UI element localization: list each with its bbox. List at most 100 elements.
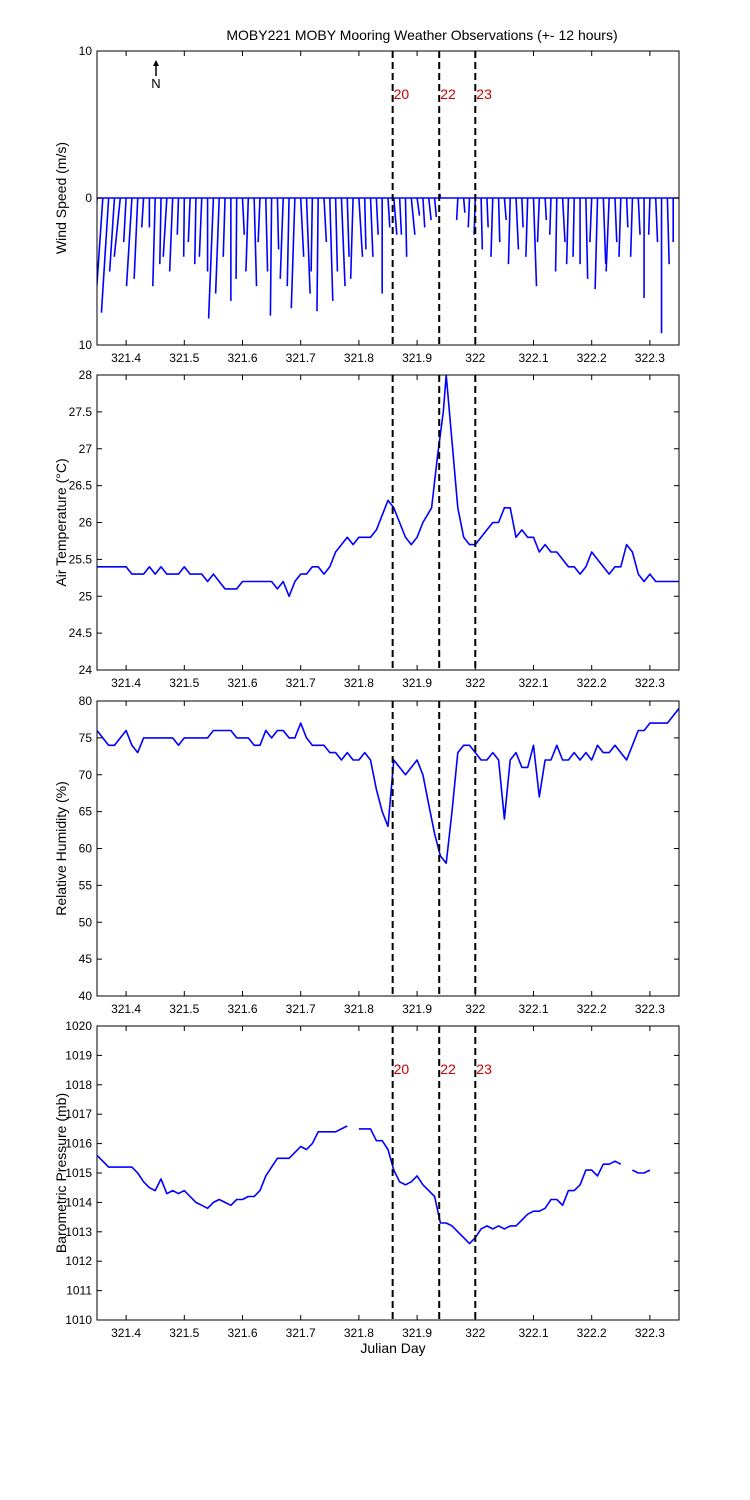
x-tick-label: 321.9 (402, 351, 432, 365)
x-tick-label: 321.5 (169, 1002, 199, 1016)
x-tick-label: 322.1 (518, 1326, 548, 1340)
y-tick-label: 80 (79, 694, 93, 708)
wind-stick (369, 197, 374, 257)
wind-stick (214, 197, 221, 294)
series-line (97, 707, 679, 865)
x-tick-label: 321.6 (227, 351, 257, 365)
wind-stick (168, 197, 174, 272)
y-tick-label: 1014 (65, 1195, 92, 1209)
wind-stick (404, 197, 408, 257)
y-tick-label: 27 (79, 442, 93, 456)
x-tick-label: 322 (465, 351, 485, 365)
wind-stick (433, 197, 438, 218)
x-tick-label: 321.6 (227, 676, 257, 690)
x-tick-label: 322.2 (577, 1002, 607, 1016)
wind-stick (614, 197, 618, 243)
wind-stick (605, 197, 610, 272)
wind-stick (654, 197, 659, 243)
event-marker-label: 20 (394, 86, 410, 102)
wind-stick (422, 197, 426, 228)
wind-stick (176, 197, 180, 235)
x-tick-label: 322 (465, 676, 485, 690)
north-arrowhead-icon (153, 60, 159, 66)
wind-stick (594, 197, 599, 290)
y-tick-label: 1019 (65, 1048, 92, 1062)
y-tick-label: 40 (79, 989, 93, 1003)
x-tick-label: 322.3 (635, 1002, 665, 1016)
x-tick-label: 322.3 (635, 351, 665, 365)
wind-stick (480, 197, 484, 250)
y-tick-label: 27.5 (69, 405, 93, 419)
wind-stick (625, 197, 629, 228)
wind-stick (140, 197, 145, 228)
relative-humidity-panel: 40 45 50 55 60 65 70 75 80 321.4 321.5 321.6 321.7 32… (53, 694, 680, 1016)
north-label: N (151, 76, 160, 91)
y-tick-label: 1016 (65, 1137, 92, 1151)
x-tick-label: 321.7 (286, 676, 316, 690)
x-tick-label: 321.4 (111, 676, 141, 690)
y-tick-label: 0 (85, 191, 92, 205)
y-tick-label: 55 (79, 878, 93, 892)
wind-stick (455, 197, 459, 221)
y-tick-label: 1010 (65, 1313, 92, 1327)
wind-stick (193, 197, 197, 265)
wind-stick (565, 197, 570, 265)
wind-stick (398, 197, 403, 235)
wind-stick (554, 197, 558, 272)
wind-stick (310, 197, 314, 272)
y-axis-label: Relative Humidity (%) (53, 781, 69, 916)
x-tick-label: 321.7 (286, 1326, 316, 1340)
event-marker-label: 20 (394, 1061, 410, 1077)
wind-stick (245, 197, 250, 272)
wind-stick (532, 197, 538, 287)
wind-stick (572, 197, 576, 257)
x-tick-label: 322.1 (518, 676, 548, 690)
wind-stick (305, 197, 311, 294)
wind-stick (410, 197, 416, 235)
y-tick-label: 1018 (65, 1078, 92, 1092)
air-temperature-panel: 24 24.5 25 25.5 26 26.5 27 27.5 28 321.4 321.5 321.… (53, 368, 680, 690)
wind-stick (544, 197, 548, 221)
y-tick-label: 24.5 (69, 626, 93, 640)
wind-stick (125, 197, 133, 287)
wind-stick (162, 197, 168, 257)
x-tick-label: 321.8 (344, 1002, 374, 1016)
wind-stick (276, 197, 280, 250)
x-tick-label: 321.8 (344, 1326, 374, 1340)
wind-stick (334, 197, 339, 272)
wind-stick (187, 197, 191, 243)
y-tick-label: 1015 (65, 1166, 92, 1180)
x-tick-label: 321.5 (169, 676, 199, 690)
plot-frame (96, 374, 680, 671)
wind-stick (462, 197, 466, 213)
y-tick-label: 45 (79, 952, 93, 966)
y-tick-label: 10 (79, 338, 93, 352)
x-tick-label: 321.4 (111, 1002, 141, 1016)
y-tick-label: 70 (79, 768, 93, 782)
wind-speed-panel: N 20 22 23 10 0 10 321.4 321.5 321.6 321.7 321.8 321… (53, 44, 680, 365)
wind-stick (515, 197, 520, 250)
wind-stick (647, 197, 651, 235)
wind-stick (561, 197, 566, 243)
event-marker-label: 22 (440, 1061, 456, 1077)
wind-stick (387, 197, 391, 228)
wind-stick (279, 197, 285, 279)
x-tick-label: 321.8 (344, 676, 374, 690)
wind-stick (316, 197, 319, 312)
wind-stick (235, 197, 238, 279)
x-tick-label: 322.2 (577, 351, 607, 365)
x-tick-label: 321.6 (227, 1002, 257, 1016)
y-tick-label: 65 (79, 805, 93, 819)
wind-stick (264, 197, 269, 272)
wind-stick (363, 197, 367, 250)
x-tick-label: 321.7 (286, 1002, 316, 1016)
y-tick-label: 28 (79, 368, 93, 382)
wind-stick (375, 197, 379, 235)
wind-stick (323, 197, 328, 243)
y-tick-label: 10 (79, 44, 93, 58)
x-tick-label: 321.9 (402, 1326, 432, 1340)
plot-area (97, 193, 679, 334)
x-tick-label: 322 (465, 1326, 485, 1340)
x-tick-label: 322.3 (635, 676, 665, 690)
